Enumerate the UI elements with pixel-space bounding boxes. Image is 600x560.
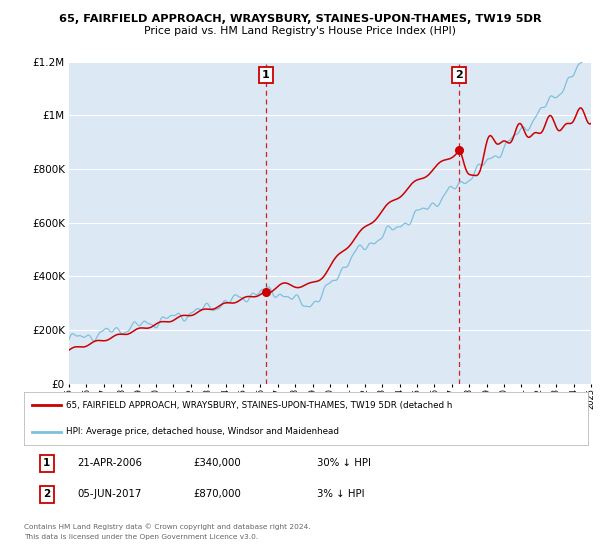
Text: 05-JUN-2017: 05-JUN-2017 (77, 489, 142, 500)
Text: 1: 1 (262, 69, 269, 80)
Text: HPI: Average price, detached house, Windsor and Maidenhead: HPI: Average price, detached house, Wind… (66, 427, 340, 436)
Text: 2: 2 (43, 489, 50, 500)
Text: Price paid vs. HM Land Registry's House Price Index (HPI): Price paid vs. HM Land Registry's House … (144, 26, 456, 36)
Text: This data is licensed under the Open Government Licence v3.0.: This data is licensed under the Open Gov… (24, 534, 258, 540)
Text: 3% ↓ HPI: 3% ↓ HPI (317, 489, 365, 500)
Text: 21-APR-2006: 21-APR-2006 (77, 459, 143, 469)
Text: 2: 2 (455, 69, 463, 80)
Text: Contains HM Land Registry data © Crown copyright and database right 2024.: Contains HM Land Registry data © Crown c… (24, 524, 311, 530)
Text: 65, FAIRFIELD APPROACH, WRAYSBURY, STAINES-UPON-THAMES, TW19 5DR (detached h: 65, FAIRFIELD APPROACH, WRAYSBURY, STAIN… (66, 401, 452, 410)
Text: 1: 1 (43, 459, 50, 469)
Text: £340,000: £340,000 (193, 459, 241, 469)
Text: 30% ↓ HPI: 30% ↓ HPI (317, 459, 371, 469)
Text: £870,000: £870,000 (193, 489, 241, 500)
Text: 65, FAIRFIELD APPROACH, WRAYSBURY, STAINES-UPON-THAMES, TW19 5DR: 65, FAIRFIELD APPROACH, WRAYSBURY, STAIN… (59, 14, 541, 24)
